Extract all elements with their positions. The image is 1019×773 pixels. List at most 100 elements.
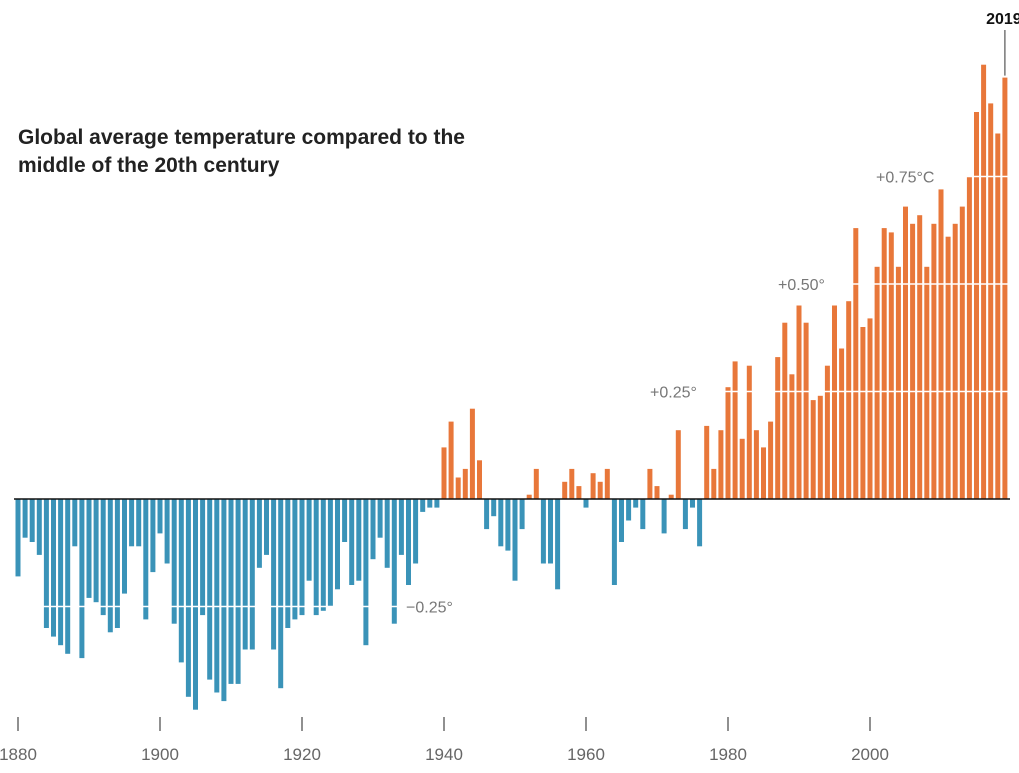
bar-1920: [299, 499, 305, 616]
bar-1951: [519, 499, 525, 530]
bar-1934: [398, 499, 404, 555]
bar-1947: [491, 499, 497, 517]
bar-1978: [711, 468, 717, 499]
bar-1982: [739, 438, 745, 499]
bar-2016: [981, 64, 987, 499]
bar-2017: [988, 103, 994, 500]
bar-1917: [278, 499, 284, 689]
bar-2014: [966, 176, 972, 499]
bar-1928: [356, 499, 362, 581]
bar-1903: [178, 499, 184, 663]
bar-1932: [384, 499, 390, 568]
bar-1973: [675, 430, 681, 499]
bar-1981: [732, 361, 738, 499]
bar-1959: [576, 486, 582, 499]
bar-1895: [122, 499, 127, 594]
bar-1916: [271, 499, 277, 650]
chart-title: Global average temperature compared to t…: [18, 126, 465, 177]
bar-1991: [803, 322, 809, 499]
bar-1923: [320, 499, 326, 611]
bar-2000: [867, 318, 873, 499]
bar-1889: [79, 499, 85, 659]
bar-1998: [853, 228, 859, 499]
bar-1924: [327, 499, 333, 607]
bar-1977: [704, 425, 710, 499]
bar-1939: [434, 499, 440, 508]
bar-1922: [313, 499, 319, 616]
bar-1921: [306, 499, 312, 581]
bar-1886: [58, 499, 64, 646]
bar-1926: [342, 499, 348, 542]
bar-1937: [420, 499, 426, 512]
bar-1999: [860, 327, 866, 499]
bar-1983: [746, 365, 752, 499]
bar-1935: [406, 499, 411, 585]
bar-1919: [292, 499, 298, 620]
bar-2004: [895, 266, 901, 499]
x-tick-label-1960: 1960: [567, 745, 605, 764]
bar-1944: [469, 408, 475, 499]
bar-1953: [533, 468, 539, 499]
x-tick-label-1940: 1940: [425, 745, 463, 764]
bar-1990: [796, 305, 802, 499]
bar-1890: [86, 499, 92, 598]
bar-1987: [775, 357, 781, 499]
bar-1971: [661, 499, 667, 534]
highlight-annotation: 2019: [986, 11, 1019, 76]
bar-1962: [597, 481, 603, 499]
bar-1907: [207, 499, 213, 680]
bar-1914: [256, 499, 262, 568]
bar-1881: [22, 499, 28, 538]
bar-1915: [264, 499, 269, 555]
bar-1911: [235, 499, 241, 684]
gridline-label-1: +0.25°: [650, 385, 697, 402]
bar-1929: [363, 499, 369, 646]
bar-1964: [611, 499, 617, 585]
bar-1927: [349, 499, 355, 585]
bar-1966: [626, 499, 632, 521]
bar-1931: [377, 499, 383, 538]
bar-1909: [221, 499, 227, 702]
bar-2015: [974, 112, 979, 499]
bar-1896: [129, 499, 135, 547]
bar-1882: [29, 499, 35, 542]
bar-1941: [448, 421, 454, 499]
bar-1979: [718, 430, 724, 499]
bar-1904: [185, 499, 191, 697]
bar-2010: [938, 189, 944, 499]
bar-1961: [590, 473, 596, 499]
bar-1997: [846, 301, 852, 499]
bar-1940: [441, 447, 447, 499]
bar-1963: [604, 468, 610, 499]
bars-group: [15, 64, 1008, 710]
bar-2019: [1002, 77, 1008, 499]
bar-1996: [839, 348, 845, 499]
x-tick-label-2000: 2000: [851, 745, 889, 764]
gridlines-group: −0.25° +0.25° +0.50° +0.75°C: [15, 170, 1010, 617]
bar-1905: [193, 499, 198, 710]
bar-2005: [903, 206, 908, 499]
bar-1989: [789, 374, 795, 499]
bar-2001: [874, 266, 880, 499]
x-tick-label-1880: 1880: [0, 745, 37, 764]
bar-2009: [931, 223, 937, 500]
bar-1913: [249, 499, 255, 650]
bar-1888: [72, 499, 78, 547]
bar-1954: [540, 499, 546, 564]
gridline-label-0: −0.25°: [406, 600, 453, 617]
bar-2018: [995, 133, 1001, 499]
bar-2006: [910, 223, 916, 500]
bar-1893: [107, 499, 113, 633]
bar-1995: [832, 305, 837, 499]
bar-1892: [100, 499, 106, 616]
bar-1958: [569, 468, 575, 499]
bar-1988: [782, 322, 788, 499]
bar-1891: [93, 499, 99, 603]
bar-2007: [917, 215, 923, 499]
bar-1933: [391, 499, 397, 624]
bar-1955: [548, 499, 553, 564]
gridline-label-3: +0.75°C: [876, 170, 934, 187]
bar-1957: [562, 481, 568, 499]
bar-1912: [242, 499, 248, 650]
